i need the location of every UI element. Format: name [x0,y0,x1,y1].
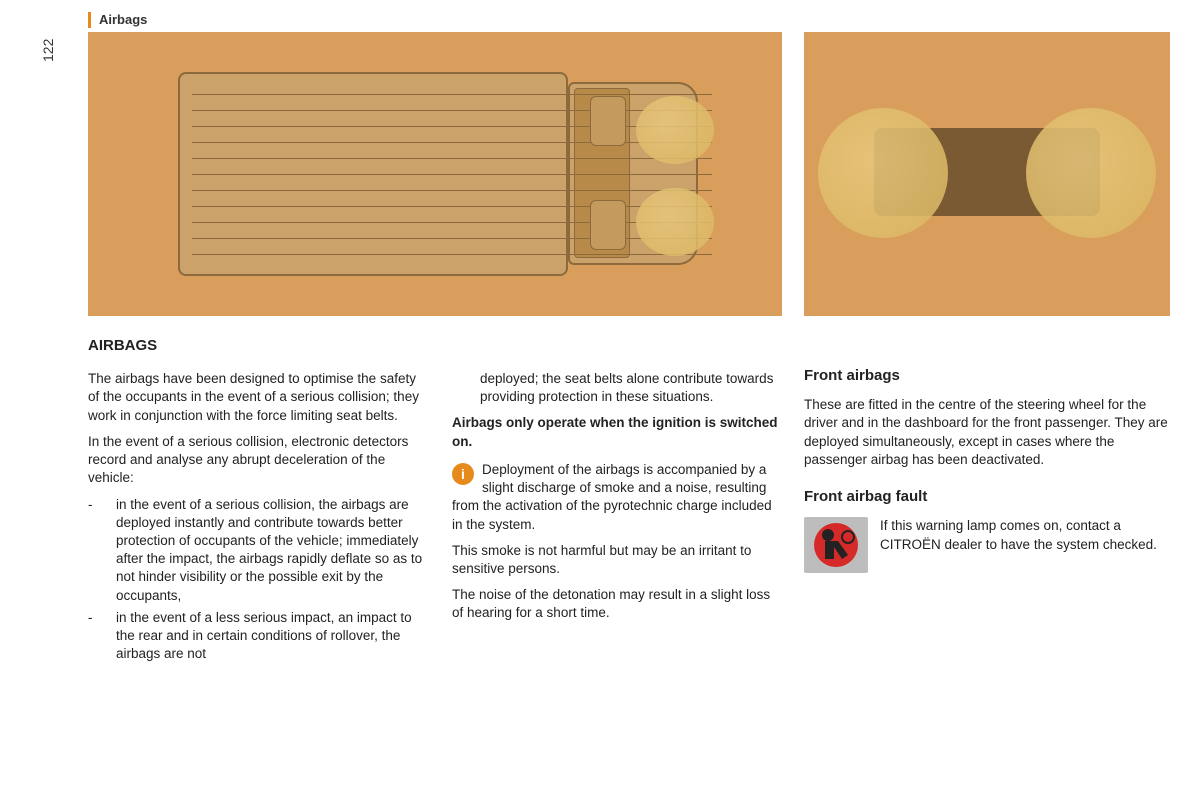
airbag-icon [818,108,948,238]
bullet-list: -in the event of a serious collision, th… [88,496,430,664]
section-header: Airbags [88,12,147,28]
paragraph: The noise of the detonation may result i… [452,586,782,622]
van-outline [158,72,718,276]
list-item: in the event of a serious collision, the… [116,496,430,605]
main-heading: AIRBAGS [88,336,430,356]
top-view-diagram [88,32,782,316]
dashboard-diagram [804,32,1170,316]
paragraph: This smoke is not harmful but may be an … [452,542,782,578]
illustration-row [88,32,1170,316]
info-paragraph: i Deployment of the airbags is accompani… [452,461,782,534]
page-number: 122 [40,39,56,62]
airbag-icon [636,188,714,256]
seat-icon [590,200,626,250]
sub-heading: Front airbags [804,366,1170,386]
paragraph: deployed; the seat belts alone contribut… [452,370,782,406]
info-icon: i [452,463,474,485]
airbag-icon [636,96,714,164]
paragraph: The airbags have been designed to optimi… [88,370,430,425]
paragraph: If this warning lamp comes on, contact a… [880,517,1170,553]
sub-heading: Front airbag fault [804,487,1170,507]
body-text: AIRBAGS The airbags have been designed t… [88,336,1170,668]
airbag-icon [1026,108,1156,238]
emphasis-paragraph: Airbags only operate when the ignition i… [452,414,782,450]
warning-lamp-icon [804,517,868,573]
list-item: in the event of a less serious impact, a… [116,609,430,664]
paragraph: These are fitted in the centre of the st… [804,396,1170,469]
paragraph: In the event of a serious collision, ele… [88,433,430,488]
seat-icon [590,96,626,146]
